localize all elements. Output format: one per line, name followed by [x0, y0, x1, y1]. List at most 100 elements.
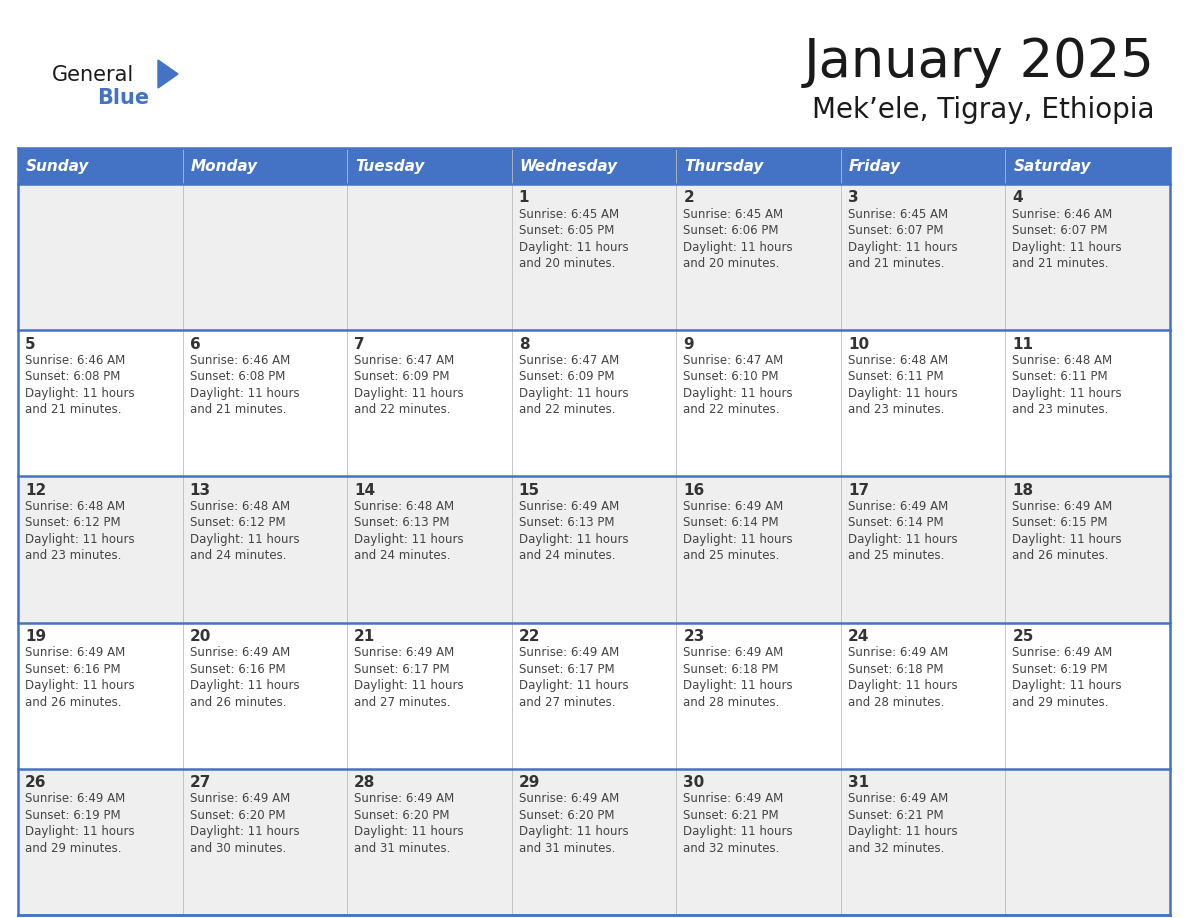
Text: Daylight: 11 hours: Daylight: 11 hours [519, 386, 628, 399]
Text: Sunset: 6:07 PM: Sunset: 6:07 PM [848, 224, 943, 237]
Text: 22: 22 [519, 629, 541, 644]
Text: and 20 minutes.: and 20 minutes. [683, 257, 779, 270]
Text: and 24 minutes.: and 24 minutes. [190, 549, 286, 563]
Text: 13: 13 [190, 483, 210, 498]
Text: Daylight: 11 hours: Daylight: 11 hours [848, 679, 958, 692]
Text: and 24 minutes.: and 24 minutes. [354, 549, 450, 563]
Text: and 24 minutes.: and 24 minutes. [519, 549, 615, 563]
Text: Daylight: 11 hours: Daylight: 11 hours [25, 386, 134, 399]
Text: and 27 minutes.: and 27 minutes. [354, 696, 450, 709]
Text: Daylight: 11 hours: Daylight: 11 hours [190, 386, 299, 399]
Text: 18: 18 [1012, 483, 1034, 498]
Text: Sunrise: 6:47 AM: Sunrise: 6:47 AM [683, 353, 784, 366]
Text: and 21 minutes.: and 21 minutes. [190, 403, 286, 416]
Text: 5: 5 [25, 337, 36, 352]
Text: and 20 minutes.: and 20 minutes. [519, 257, 615, 270]
Text: Sunset: 6:19 PM: Sunset: 6:19 PM [25, 809, 121, 822]
Text: Sunrise: 6:49 AM: Sunrise: 6:49 AM [190, 646, 290, 659]
Text: Sunset: 6:18 PM: Sunset: 6:18 PM [683, 663, 779, 676]
Text: Daylight: 11 hours: Daylight: 11 hours [354, 679, 463, 692]
Text: Sunset: 6:08 PM: Sunset: 6:08 PM [190, 370, 285, 383]
Text: 8: 8 [519, 337, 530, 352]
Text: Daylight: 11 hours: Daylight: 11 hours [1012, 533, 1121, 546]
Text: 4: 4 [1012, 191, 1023, 206]
Text: Sunrise: 6:49 AM: Sunrise: 6:49 AM [190, 792, 290, 805]
Text: and 29 minutes.: and 29 minutes. [25, 842, 121, 855]
Text: Sunset: 6:11 PM: Sunset: 6:11 PM [848, 370, 943, 383]
Text: Sunrise: 6:49 AM: Sunrise: 6:49 AM [683, 792, 784, 805]
Text: 26: 26 [25, 776, 46, 790]
Text: Sunrise: 6:49 AM: Sunrise: 6:49 AM [519, 792, 619, 805]
Bar [18, 148, 1170, 184]
Text: 10: 10 [848, 337, 868, 352]
Text: Daylight: 11 hours: Daylight: 11 hours [683, 533, 792, 546]
Text: 20: 20 [190, 629, 211, 644]
Text: and 32 minutes.: and 32 minutes. [683, 842, 779, 855]
Text: Sunrise: 6:45 AM: Sunrise: 6:45 AM [848, 207, 948, 220]
Text: Blue: Blue [97, 88, 150, 108]
Text: Saturday: Saturday [1013, 159, 1091, 174]
Text: Sunrise: 6:45 AM: Sunrise: 6:45 AM [683, 207, 783, 220]
Text: Sunrise: 6:48 AM: Sunrise: 6:48 AM [354, 500, 454, 513]
Bar [18, 768, 1170, 915]
Text: 6: 6 [190, 337, 201, 352]
Text: Sunrise: 6:46 AM: Sunrise: 6:46 AM [25, 353, 125, 366]
Text: 2: 2 [683, 191, 694, 206]
Text: and 32 minutes.: and 32 minutes. [848, 842, 944, 855]
Text: 17: 17 [848, 483, 868, 498]
Text: Sunset: 6:20 PM: Sunset: 6:20 PM [190, 809, 285, 822]
Text: 9: 9 [683, 337, 694, 352]
Text: 15: 15 [519, 483, 539, 498]
Text: 3: 3 [848, 191, 859, 206]
Text: and 31 minutes.: and 31 minutes. [519, 842, 615, 855]
Text: Daylight: 11 hours: Daylight: 11 hours [519, 241, 628, 253]
Text: Daylight: 11 hours: Daylight: 11 hours [848, 241, 958, 253]
Text: Sunset: 6:09 PM: Sunset: 6:09 PM [519, 370, 614, 383]
Text: and 22 minutes.: and 22 minutes. [683, 403, 779, 416]
Bar [18, 622, 1170, 768]
Text: General: General [52, 65, 134, 85]
Text: Daylight: 11 hours: Daylight: 11 hours [848, 386, 958, 399]
Text: Sunrise: 6:47 AM: Sunrise: 6:47 AM [519, 353, 619, 366]
Text: 19: 19 [25, 629, 46, 644]
Text: Sunset: 6:15 PM: Sunset: 6:15 PM [1012, 517, 1108, 530]
Bar [18, 476, 1170, 622]
Text: and 29 minutes.: and 29 minutes. [1012, 696, 1108, 709]
Text: Daylight: 11 hours: Daylight: 11 hours [683, 386, 792, 399]
Text: Thursday: Thursday [684, 159, 764, 174]
Text: Sunset: 6:06 PM: Sunset: 6:06 PM [683, 224, 779, 237]
Text: 12: 12 [25, 483, 46, 498]
Text: Daylight: 11 hours: Daylight: 11 hours [519, 679, 628, 692]
Text: Daylight: 11 hours: Daylight: 11 hours [25, 679, 134, 692]
Text: Sunrise: 6:49 AM: Sunrise: 6:49 AM [683, 646, 784, 659]
Text: Daylight: 11 hours: Daylight: 11 hours [1012, 679, 1121, 692]
Text: Sunset: 6:05 PM: Sunset: 6:05 PM [519, 224, 614, 237]
Text: and 28 minutes.: and 28 minutes. [683, 696, 779, 709]
Text: Mek’ele, Tigray, Ethiopia: Mek’ele, Tigray, Ethiopia [813, 96, 1155, 124]
Text: Sunrise: 6:47 AM: Sunrise: 6:47 AM [354, 353, 454, 366]
Text: and 25 minutes.: and 25 minutes. [683, 549, 779, 563]
Text: 25: 25 [1012, 629, 1034, 644]
Text: Sunrise: 6:49 AM: Sunrise: 6:49 AM [354, 646, 454, 659]
Bar [18, 184, 1170, 330]
Text: Sunset: 6:10 PM: Sunset: 6:10 PM [683, 370, 779, 383]
Text: Sunset: 6:18 PM: Sunset: 6:18 PM [848, 663, 943, 676]
Text: Sunrise: 6:48 AM: Sunrise: 6:48 AM [25, 500, 125, 513]
Text: 31: 31 [848, 776, 868, 790]
Text: Sunrise: 6:49 AM: Sunrise: 6:49 AM [25, 646, 125, 659]
Text: and 26 minutes.: and 26 minutes. [25, 696, 121, 709]
Text: Daylight: 11 hours: Daylight: 11 hours [1012, 386, 1121, 399]
Text: and 31 minutes.: and 31 minutes. [354, 842, 450, 855]
Text: Daylight: 11 hours: Daylight: 11 hours [519, 825, 628, 838]
Text: Daylight: 11 hours: Daylight: 11 hours [354, 825, 463, 838]
Text: Sunset: 6:21 PM: Sunset: 6:21 PM [683, 809, 779, 822]
Text: and 27 minutes.: and 27 minutes. [519, 696, 615, 709]
Text: 16: 16 [683, 483, 704, 498]
Polygon shape [158, 60, 178, 88]
Text: Sunset: 6:17 PM: Sunset: 6:17 PM [354, 663, 450, 676]
Text: Daylight: 11 hours: Daylight: 11 hours [190, 533, 299, 546]
Text: Daylight: 11 hours: Daylight: 11 hours [848, 825, 958, 838]
Text: Sunrise: 6:49 AM: Sunrise: 6:49 AM [519, 646, 619, 659]
Text: and 21 minutes.: and 21 minutes. [25, 403, 121, 416]
Text: 27: 27 [190, 776, 211, 790]
